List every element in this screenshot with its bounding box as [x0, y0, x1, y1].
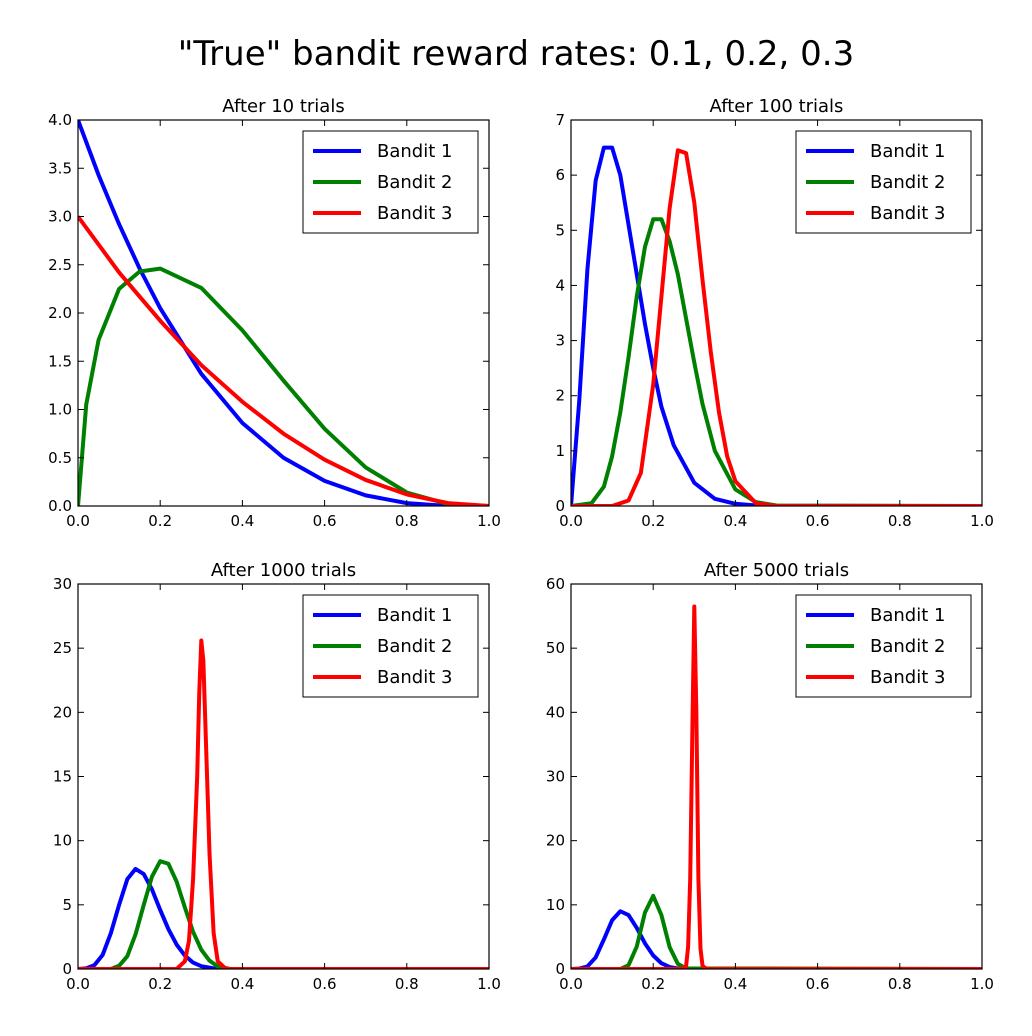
- series-line-bandit-3: [78, 638, 489, 969]
- series-line-bandit-2: [78, 266, 489, 506]
- series-line-bandit-3: [571, 604, 982, 969]
- x-tick-label: 0.4: [723, 512, 747, 530]
- y-tick-label: 1: [555, 442, 565, 460]
- y-tick-label: 25: [53, 639, 72, 657]
- x-tick-label: 0.0: [559, 512, 583, 530]
- y-tick-label: 10: [546, 896, 565, 914]
- y-tick-label: 3: [555, 332, 565, 350]
- legend: Bandit 1 Bandit 2 Bandit 3: [795, 130, 972, 234]
- x-tick-label: 1.0: [477, 975, 501, 993]
- x-tick-label: 0.6: [313, 512, 337, 530]
- y-tick-label: 40: [546, 703, 565, 721]
- x-tick-label: 0.8: [888, 512, 912, 530]
- legend: Bandit 1 Bandit 2 Bandit 3: [302, 594, 479, 698]
- legend-label-bandit-2: Bandit 2: [377, 172, 452, 193]
- x-tick-label: 0.0: [66, 975, 90, 993]
- legend-label-bandit-2: Bandit 2: [870, 636, 945, 657]
- series-line-bandit-1: [78, 866, 489, 969]
- legend-label-bandit-3: Bandit 3: [377, 667, 452, 688]
- y-tick-label: 6: [555, 166, 565, 184]
- subplot-3: After 1000 trials 0.0 0.2 0.4 0.6 0.8 1.0 0 5 10 1…: [53, 560, 501, 993]
- x-tick-label: 1.0: [477, 512, 501, 530]
- x-tick-label: 0.4: [723, 975, 747, 993]
- y-tick-label: 30: [53, 575, 72, 593]
- y-tick-label: 2.0: [48, 304, 72, 322]
- subplot-title: After 10 trials: [222, 96, 344, 117]
- y-tick-label: 1.0: [48, 401, 72, 419]
- y-tick-label: 15: [53, 768, 72, 786]
- legend: Bandit 1 Bandit 2 Bandit 3: [302, 130, 479, 234]
- subplot-4: After 5000 trials 0.0 0.2 0.4 0.6 0.8 1.0 0 10 20…: [546, 560, 994, 993]
- y-tick-label: 4: [555, 276, 565, 294]
- y-tick-label: 20: [546, 832, 565, 850]
- x-tick-label: 0.2: [148, 512, 172, 530]
- y-tick-label: 60: [546, 575, 565, 593]
- x-tick-label: 0.8: [395, 512, 419, 530]
- y-tick-label: 10: [53, 832, 72, 850]
- x-tick-label: 1.0: [970, 975, 994, 993]
- x-tick-label: 0.2: [148, 975, 172, 993]
- y-tick-label: 3.0: [48, 208, 72, 226]
- legend-label-bandit-2: Bandit 2: [377, 636, 452, 657]
- x-tick-label: 0.0: [66, 512, 90, 530]
- x-tick-label: 1.0: [970, 512, 994, 530]
- x-tick-label: 0.6: [313, 975, 337, 993]
- legend-label-bandit-1: Bandit 1: [377, 141, 452, 162]
- axes-frame: [570, 119, 983, 507]
- x-tick-label: 0.0: [559, 975, 583, 993]
- x-tick-label: 0.2: [641, 975, 665, 993]
- y-tick-label: 7: [555, 111, 565, 129]
- y-tick-label: 20: [53, 703, 72, 721]
- subplot-title: After 100 trials: [710, 96, 844, 117]
- y-tick-label: 0.5: [48, 449, 72, 467]
- y-tick-label: 30: [546, 768, 565, 786]
- y-tick-label: 3.5: [48, 159, 72, 177]
- y-tick-label: 0: [555, 497, 565, 515]
- x-tick-label: 0.6: [806, 975, 830, 993]
- legend-label-bandit-1: Bandit 1: [870, 605, 945, 626]
- series-line-bandit-3: [78, 215, 489, 506]
- x-tick-label: 0.8: [888, 975, 912, 993]
- legend: Bandit 1 Bandit 2 Bandit 3: [795, 594, 972, 698]
- y-tick-label: 0.0: [48, 497, 72, 515]
- subplot-title: After 5000 trials: [704, 560, 849, 581]
- series-line-bandit-2: [571, 893, 982, 969]
- subplot-2: After 100 trials 0.0 0.2 0.4 0.6 0.8 1.0 0 1 2 3 4 5…: [555, 96, 993, 530]
- subplot-1: After 10 trials 0.0 0.2 0.4 0.6 0.8 1.0 0.0 0.5 1…: [48, 96, 501, 530]
- subplot-title: After 1000 trials: [211, 560, 356, 581]
- y-tick-label: 4.0: [48, 111, 72, 129]
- legend-label-bandit-3: Bandit 3: [870, 667, 945, 688]
- y-tick-label: 2.5: [48, 256, 72, 274]
- series-line-bandit-3: [571, 148, 982, 506]
- legend-label-bandit-3: Bandit 3: [870, 203, 945, 224]
- x-tick-label: 0.4: [230, 512, 254, 530]
- x-tick-label: 0.8: [395, 975, 419, 993]
- legend-label-bandit-2: Bandit 2: [870, 172, 945, 193]
- series-line-bandit-2: [571, 217, 982, 506]
- legend-label-bandit-3: Bandit 3: [377, 203, 452, 224]
- series-line-bandit-2: [78, 859, 489, 969]
- x-tick-label: 0.6: [806, 512, 830, 530]
- y-tick-label: 0: [62, 960, 72, 978]
- y-tick-label: 5: [62, 896, 72, 914]
- legend-label-bandit-1: Bandit 1: [377, 605, 452, 626]
- x-tick-label: 0.2: [641, 512, 665, 530]
- figure-title: "True" bandit reward rates: 0.1, 0.2, 0.…: [178, 34, 854, 74]
- y-tick-label: 5: [555, 221, 565, 239]
- y-tick-label: 2: [555, 387, 565, 405]
- legend-label-bandit-1: Bandit 1: [870, 141, 945, 162]
- y-tick-label: 50: [546, 639, 565, 657]
- y-tick-label: 0: [555, 960, 565, 978]
- y-tick-label: 1.5: [48, 352, 72, 370]
- x-tick-label: 0.4: [230, 975, 254, 993]
